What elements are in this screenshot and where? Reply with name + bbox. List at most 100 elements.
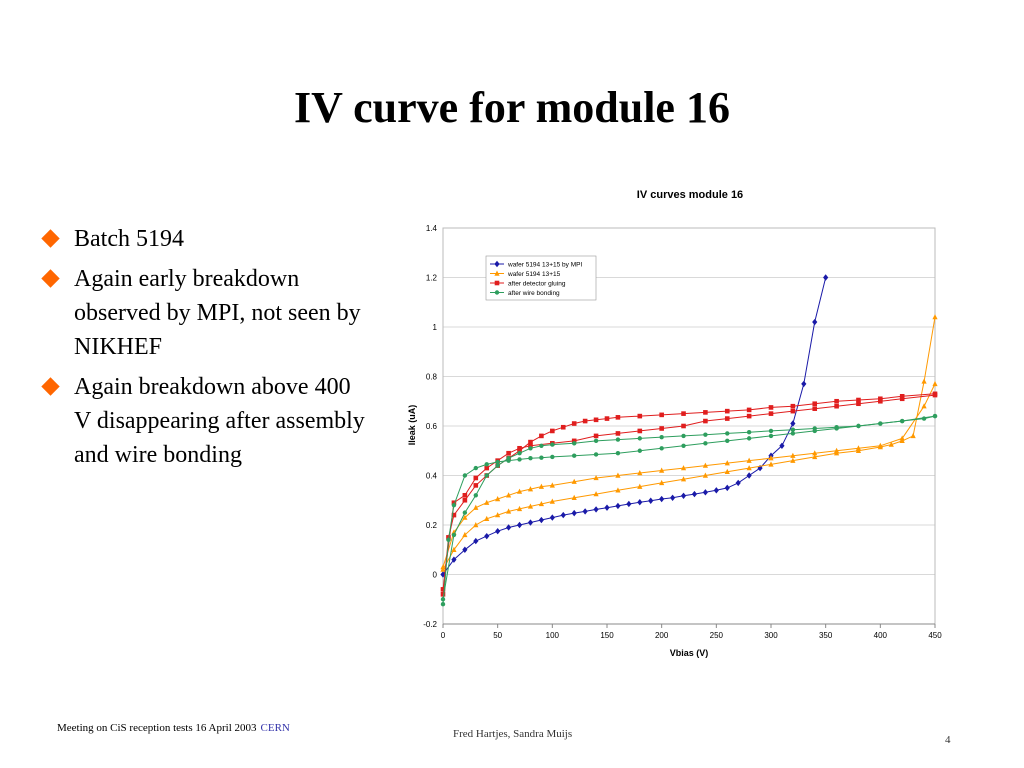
data-point bbox=[527, 519, 534, 526]
data-point bbox=[538, 516, 544, 524]
data-point bbox=[702, 472, 708, 478]
data-point bbox=[659, 467, 665, 473]
data-point bbox=[539, 433, 544, 439]
data-point bbox=[681, 433, 686, 439]
data-point bbox=[790, 427, 796, 432]
series-line bbox=[442, 317, 936, 570]
data-point bbox=[516, 488, 523, 494]
data-point bbox=[724, 460, 730, 466]
data-point bbox=[899, 435, 905, 441]
data-point bbox=[724, 484, 730, 492]
data-point bbox=[440, 602, 446, 607]
data-point bbox=[703, 441, 708, 446]
data-point bbox=[571, 478, 577, 484]
data-point bbox=[462, 473, 468, 478]
x-tick-label: 100 bbox=[546, 631, 560, 640]
data-point bbox=[790, 403, 796, 409]
data-point bbox=[746, 407, 752, 413]
data-point bbox=[812, 401, 818, 407]
data-point bbox=[440, 597, 446, 602]
series-line bbox=[442, 393, 936, 595]
y-tick-label: 0.8 bbox=[426, 373, 438, 382]
data-point bbox=[571, 438, 577, 444]
legend-label: wafer 5194 13+15 by MPI bbox=[507, 262, 582, 269]
data-point bbox=[637, 470, 643, 476]
data-point bbox=[659, 479, 665, 486]
data-point bbox=[724, 416, 730, 421]
y-tick-label: 0.4 bbox=[426, 472, 438, 481]
data-point bbox=[484, 532, 490, 540]
data-point bbox=[571, 421, 577, 426]
data-point bbox=[528, 446, 533, 451]
data-point bbox=[877, 442, 883, 448]
data-point bbox=[516, 505, 523, 512]
data-point bbox=[768, 405, 774, 410]
data-point bbox=[691, 490, 698, 498]
data-point bbox=[495, 512, 501, 518]
data-point bbox=[746, 436, 752, 441]
data-point bbox=[484, 473, 489, 478]
data-point bbox=[593, 474, 599, 481]
data-point bbox=[462, 510, 468, 515]
data-point bbox=[703, 418, 708, 424]
data-point bbox=[495, 463, 500, 468]
series-3 bbox=[440, 391, 938, 597]
x-tick-label: 400 bbox=[874, 631, 888, 640]
legend-marker bbox=[494, 280, 500, 286]
data-point bbox=[834, 425, 839, 430]
data-point bbox=[812, 450, 818, 456]
data-point bbox=[593, 491, 599, 497]
legend-marker bbox=[494, 260, 500, 268]
data-point bbox=[451, 512, 457, 518]
data-point bbox=[702, 489, 708, 496]
chart-title: IV curves module 16 bbox=[637, 189, 743, 201]
bullet-item: Again early breakdown observed by MPI, n… bbox=[40, 262, 370, 364]
chart-legend: wafer 5194 13+15 by MPI wafer 5194 13+15 a… bbox=[485, 255, 597, 301]
y-tick-label: 0 bbox=[433, 571, 438, 580]
bullet-text: Batch 5194 bbox=[74, 226, 184, 252]
page-number: 4 bbox=[945, 734, 951, 746]
data-point bbox=[626, 500, 632, 508]
data-point bbox=[572, 441, 577, 446]
data-point bbox=[703, 432, 708, 437]
data-point bbox=[473, 537, 479, 545]
data-point bbox=[790, 431, 796, 436]
data-point bbox=[725, 438, 730, 444]
data-point bbox=[451, 546, 457, 552]
data-point bbox=[681, 423, 686, 429]
data-point bbox=[746, 465, 752, 471]
data-point bbox=[637, 428, 643, 434]
footer-cern-link[interactable]: CERN bbox=[260, 722, 290, 734]
data-point bbox=[812, 406, 818, 411]
data-point bbox=[517, 451, 522, 456]
data-point bbox=[451, 503, 457, 508]
data-point bbox=[495, 459, 500, 465]
data-point bbox=[440, 587, 446, 592]
x-tick-label: 0 bbox=[441, 631, 446, 640]
chart-axes: -0.2 0 0.2 0.4 0.6 0.8 1 1.2 1.4 0 50 100 150 200 250 3… bbox=[423, 224, 942, 640]
data-point bbox=[932, 392, 938, 398]
data-point bbox=[539, 443, 544, 448]
data-point bbox=[451, 500, 457, 506]
data-point bbox=[593, 506, 599, 513]
data-point bbox=[724, 468, 730, 474]
data-point bbox=[506, 455, 511, 461]
data-point bbox=[495, 527, 501, 535]
data-point bbox=[528, 455, 533, 461]
data-point bbox=[812, 318, 818, 326]
data-point bbox=[615, 487, 621, 493]
data-point bbox=[910, 432, 916, 439]
data-point bbox=[527, 486, 534, 492]
data-point bbox=[462, 514, 468, 520]
data-point bbox=[888, 441, 894, 447]
series-line bbox=[442, 415, 936, 605]
data-point bbox=[538, 483, 544, 489]
legend-box bbox=[485, 255, 597, 301]
data-point bbox=[473, 465, 478, 471]
data-point bbox=[549, 514, 555, 521]
data-point bbox=[517, 457, 522, 462]
bullet-item: Again breakdown above 400 V disappearing… bbox=[40, 370, 370, 472]
data-point bbox=[932, 380, 938, 387]
data-point bbox=[768, 455, 774, 461]
iv-chart: IV curves module 16 -0.2 0 0.2 0.4 0.6 0.8 1 1.… bbox=[407, 189, 942, 658]
